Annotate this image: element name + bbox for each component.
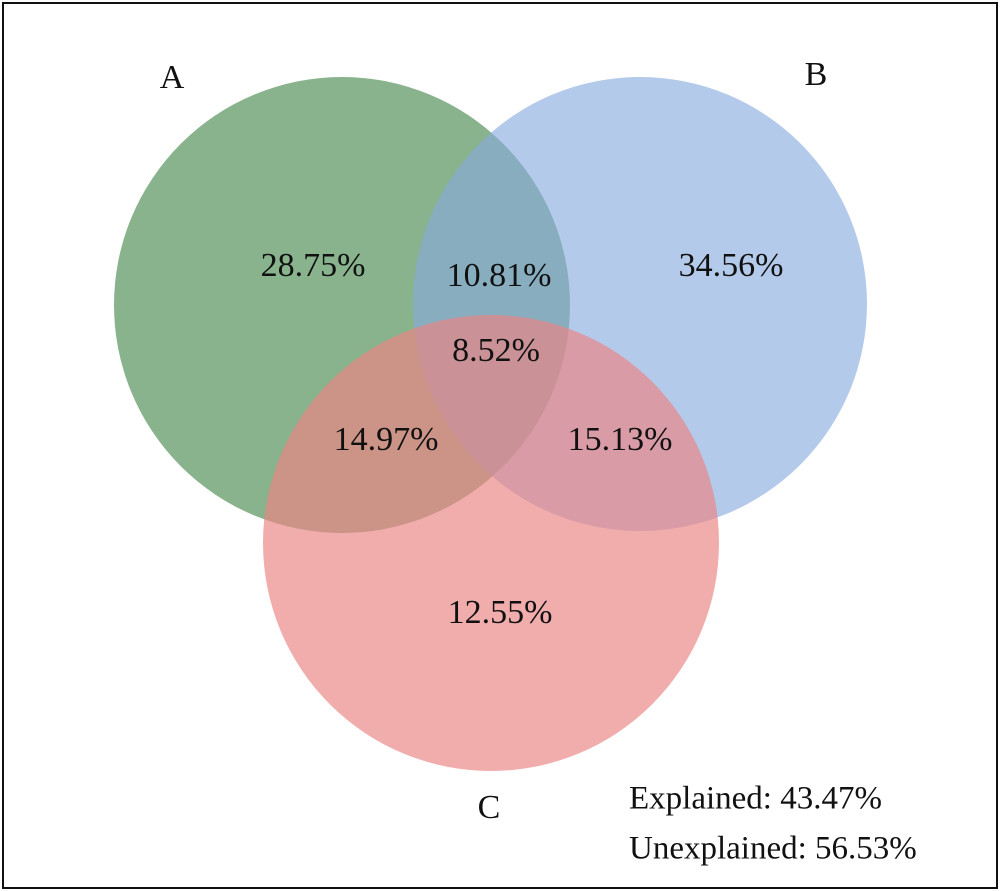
set-c-circle — [263, 315, 719, 771]
set-a-label: A — [160, 59, 185, 96]
set-b-label: B — [805, 56, 828, 93]
set-c-label: C — [478, 789, 501, 826]
region-bc-value: 15.13% — [568, 421, 673, 458]
region-a-only-value: 28.75% — [261, 247, 366, 284]
region-b-only-value: 34.56% — [679, 247, 784, 284]
region-ac-value: 14.97% — [334, 421, 439, 458]
region-ab-value: 10.81% — [447, 257, 552, 294]
explained-text: Explained: 43.47% — [629, 781, 882, 817]
region-c-only-value: 12.55% — [448, 594, 553, 631]
unexplained-text: Unexplained: 56.53% — [629, 831, 917, 867]
region-abc-value: 8.52% — [452, 332, 540, 369]
